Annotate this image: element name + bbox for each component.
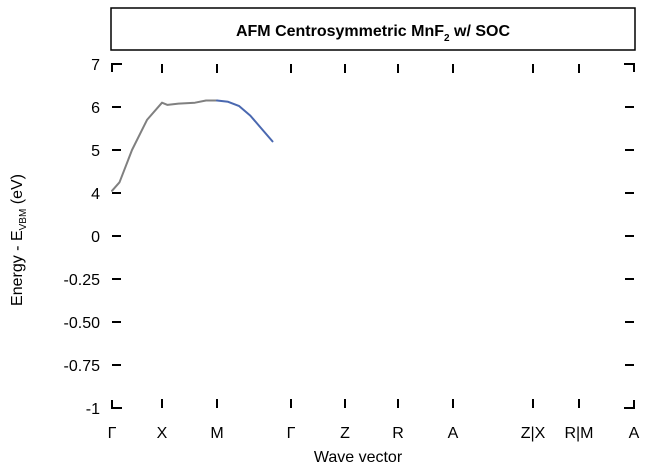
x-tick-label: M [210, 425, 223, 442]
chart-title: AFM Centrosymmetric MnF2 w/ SOC [236, 23, 510, 44]
x-tick-label: Γ [108, 425, 117, 442]
x-tick-label: Z [340, 425, 350, 442]
y-axis-ticks: -1 -0.75 -0.50 -0.25 0 4 5 6 7 [64, 57, 634, 418]
x-tick-label: R [392, 425, 404, 442]
x-tick-label: R|M [564, 425, 593, 442]
x-tick-label: A [448, 425, 459, 442]
y-tick-label: -1 [86, 401, 100, 418]
x-tick-label: Z|X [521, 425, 546, 442]
series-layer [111, 99, 274, 192]
y-tick-label: 0 [91, 229, 100, 246]
plot-frame [111, 63, 635, 409]
band-series-line-1 [216, 99, 274, 143]
x-axis-ticks: Γ X M Γ Z R A Z|X R|M A [108, 64, 640, 442]
y-tick-label: 6 [91, 100, 100, 117]
title-box: AFM Centrosymmetric MnF2 w/ SOC [110, 7, 636, 51]
x-tick-label: X [157, 425, 168, 442]
x-tick-label: A [629, 425, 640, 442]
y-tick-label: 5 [91, 143, 100, 160]
x-axis-label: Wave vector [314, 449, 403, 466]
y-tick-label: -0.25 [64, 272, 101, 289]
y-tick-label: -0.50 [64, 315, 101, 332]
x-tick-label: Γ [287, 425, 296, 442]
y-tick-label: 4 [91, 186, 100, 203]
y-tick-label: -0.75 [64, 358, 101, 375]
y-tick-label: 7 [91, 57, 100, 74]
y-axis-label: Energy - EVBM (eV) [9, 174, 29, 306]
band-series-line-0 [111, 99, 218, 192]
